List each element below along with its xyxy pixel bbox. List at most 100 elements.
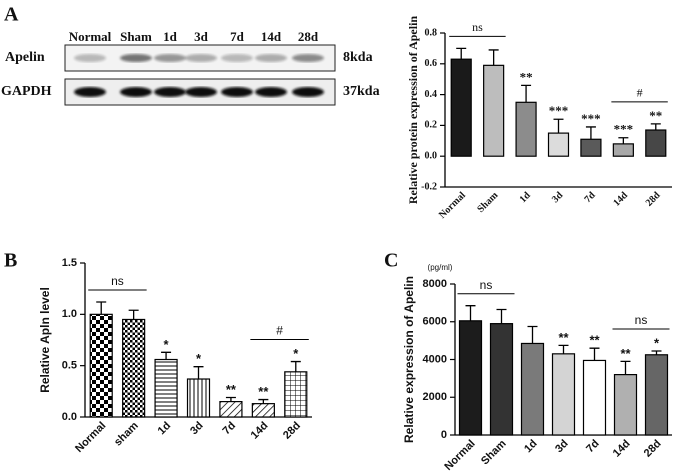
error-bar: [558, 344, 569, 354]
panel-label: B: [4, 250, 17, 272]
significance-mark: *: [654, 335, 660, 350]
x-tick-label: Sham: [479, 438, 509, 468]
error-bar: [456, 47, 467, 60]
panel-label: C: [384, 250, 398, 272]
error-bar: [488, 49, 499, 66]
bracket-label: #: [637, 86, 643, 100]
x-tick-label: 1d: [518, 190, 534, 206]
y-tick-label: 1.5: [62, 257, 77, 269]
error-bar: [96, 301, 107, 315]
lane-label: 1d: [163, 29, 178, 44]
significance-mark: ***: [581, 111, 601, 126]
lane-label: 7d: [230, 29, 245, 44]
y-axis-label: Relative Apln level: [38, 287, 52, 393]
y-tick-label: 0: [441, 429, 447, 441]
bar: [251, 403, 275, 418]
significance-mark: ***: [614, 122, 634, 137]
bar: [89, 313, 113, 418]
y-tick-label: 0.2: [425, 120, 438, 131]
blot-band: [120, 54, 152, 62]
bar: [580, 138, 602, 157]
bar: [284, 371, 308, 418]
x-tick-label: 1d: [522, 438, 540, 456]
x-tick-label: 7d: [221, 420, 239, 438]
blot-row-label: GAPDH: [1, 84, 52, 99]
blot-band: [255, 54, 287, 62]
blot-band: [120, 87, 152, 97]
significance-mark: *: [293, 346, 299, 361]
bar: [483, 64, 505, 157]
error-bar: [161, 351, 172, 360]
significance-mark: **: [226, 382, 237, 397]
blot-size-label: 8kda: [343, 50, 373, 65]
error-bar: [258, 398, 269, 404]
bar: [458, 320, 483, 436]
y-tick-label: 8000: [423, 278, 447, 290]
y-tick-label: 2000: [423, 391, 447, 403]
lane-label: 28d: [298, 29, 319, 44]
significance-mark: ***: [549, 103, 569, 118]
x-tick-label: Normal: [437, 190, 468, 221]
blot-band: [185, 87, 217, 97]
significance-mark: **: [520, 69, 533, 84]
lane-label: 3d: [194, 29, 209, 44]
bar: [450, 58, 472, 157]
x-tick-label: sham: [112, 420, 141, 449]
significance-mark: **: [620, 346, 631, 361]
blot-band: [221, 87, 253, 97]
blot-row-label: Apelin: [5, 50, 45, 65]
blot-band: [185, 54, 217, 62]
bar: [219, 401, 243, 418]
blot-band: [74, 87, 106, 97]
bar: [582, 359, 607, 436]
panel-label: A: [4, 4, 19, 26]
bar: [551, 353, 576, 436]
lane-label: Normal: [69, 29, 112, 44]
bracket-label: ns: [480, 278, 493, 292]
error-bar: [496, 308, 507, 324]
y-tick-label: 1.0: [62, 308, 77, 320]
bar: [186, 378, 211, 418]
significance-mark: **: [589, 333, 600, 348]
error-bar: [521, 84, 532, 103]
blot-size-label: 37kda: [343, 84, 380, 99]
bracket-label: ns: [472, 20, 483, 34]
error-bar: [527, 325, 538, 344]
y-tick-label: 0.4: [425, 89, 438, 100]
bar: [520, 342, 545, 436]
x-tick-label: 7d: [582, 190, 598, 206]
y-tick-label: 0.6: [425, 58, 438, 69]
y-tick-label: 6000: [423, 316, 447, 328]
blot-band: [292, 54, 324, 62]
x-tick-label: Normal: [442, 438, 477, 473]
x-tick-label: 14d: [249, 420, 271, 442]
bar: [644, 354, 669, 436]
bar: [515, 101, 537, 157]
bracket-label: ns: [635, 313, 648, 327]
y-axis-label: Relative expression of Apelin: [402, 276, 416, 443]
x-tick-label: 14d: [611, 438, 633, 460]
lane-label: Sham: [120, 29, 152, 44]
error-bar: [620, 360, 631, 375]
bar: [645, 129, 667, 157]
bar: [154, 358, 178, 418]
x-tick-label: 7d: [584, 438, 602, 456]
blot-band: [292, 87, 324, 97]
significance-mark: **: [558, 330, 569, 345]
error-bar: [650, 123, 661, 131]
lane-label: 14d: [261, 29, 282, 44]
error-bar: [193, 366, 204, 380]
y-axis-label: Relative protein expression of Apelin: [406, 16, 420, 205]
x-tick-label: 3d: [553, 438, 571, 456]
error-bar: [589, 347, 600, 361]
y-tick-label: 4000: [423, 353, 447, 365]
significance-mark: *: [196, 351, 202, 366]
x-tick-label: 14d: [611, 190, 630, 209]
x-tick-label: Sham: [475, 189, 501, 215]
significance-mark: **: [649, 108, 662, 123]
error-bar: [465, 305, 476, 321]
x-tick-label: 3d: [550, 190, 566, 206]
unit-label: (pg/ml): [428, 263, 453, 272]
blot-band: [74, 54, 106, 62]
